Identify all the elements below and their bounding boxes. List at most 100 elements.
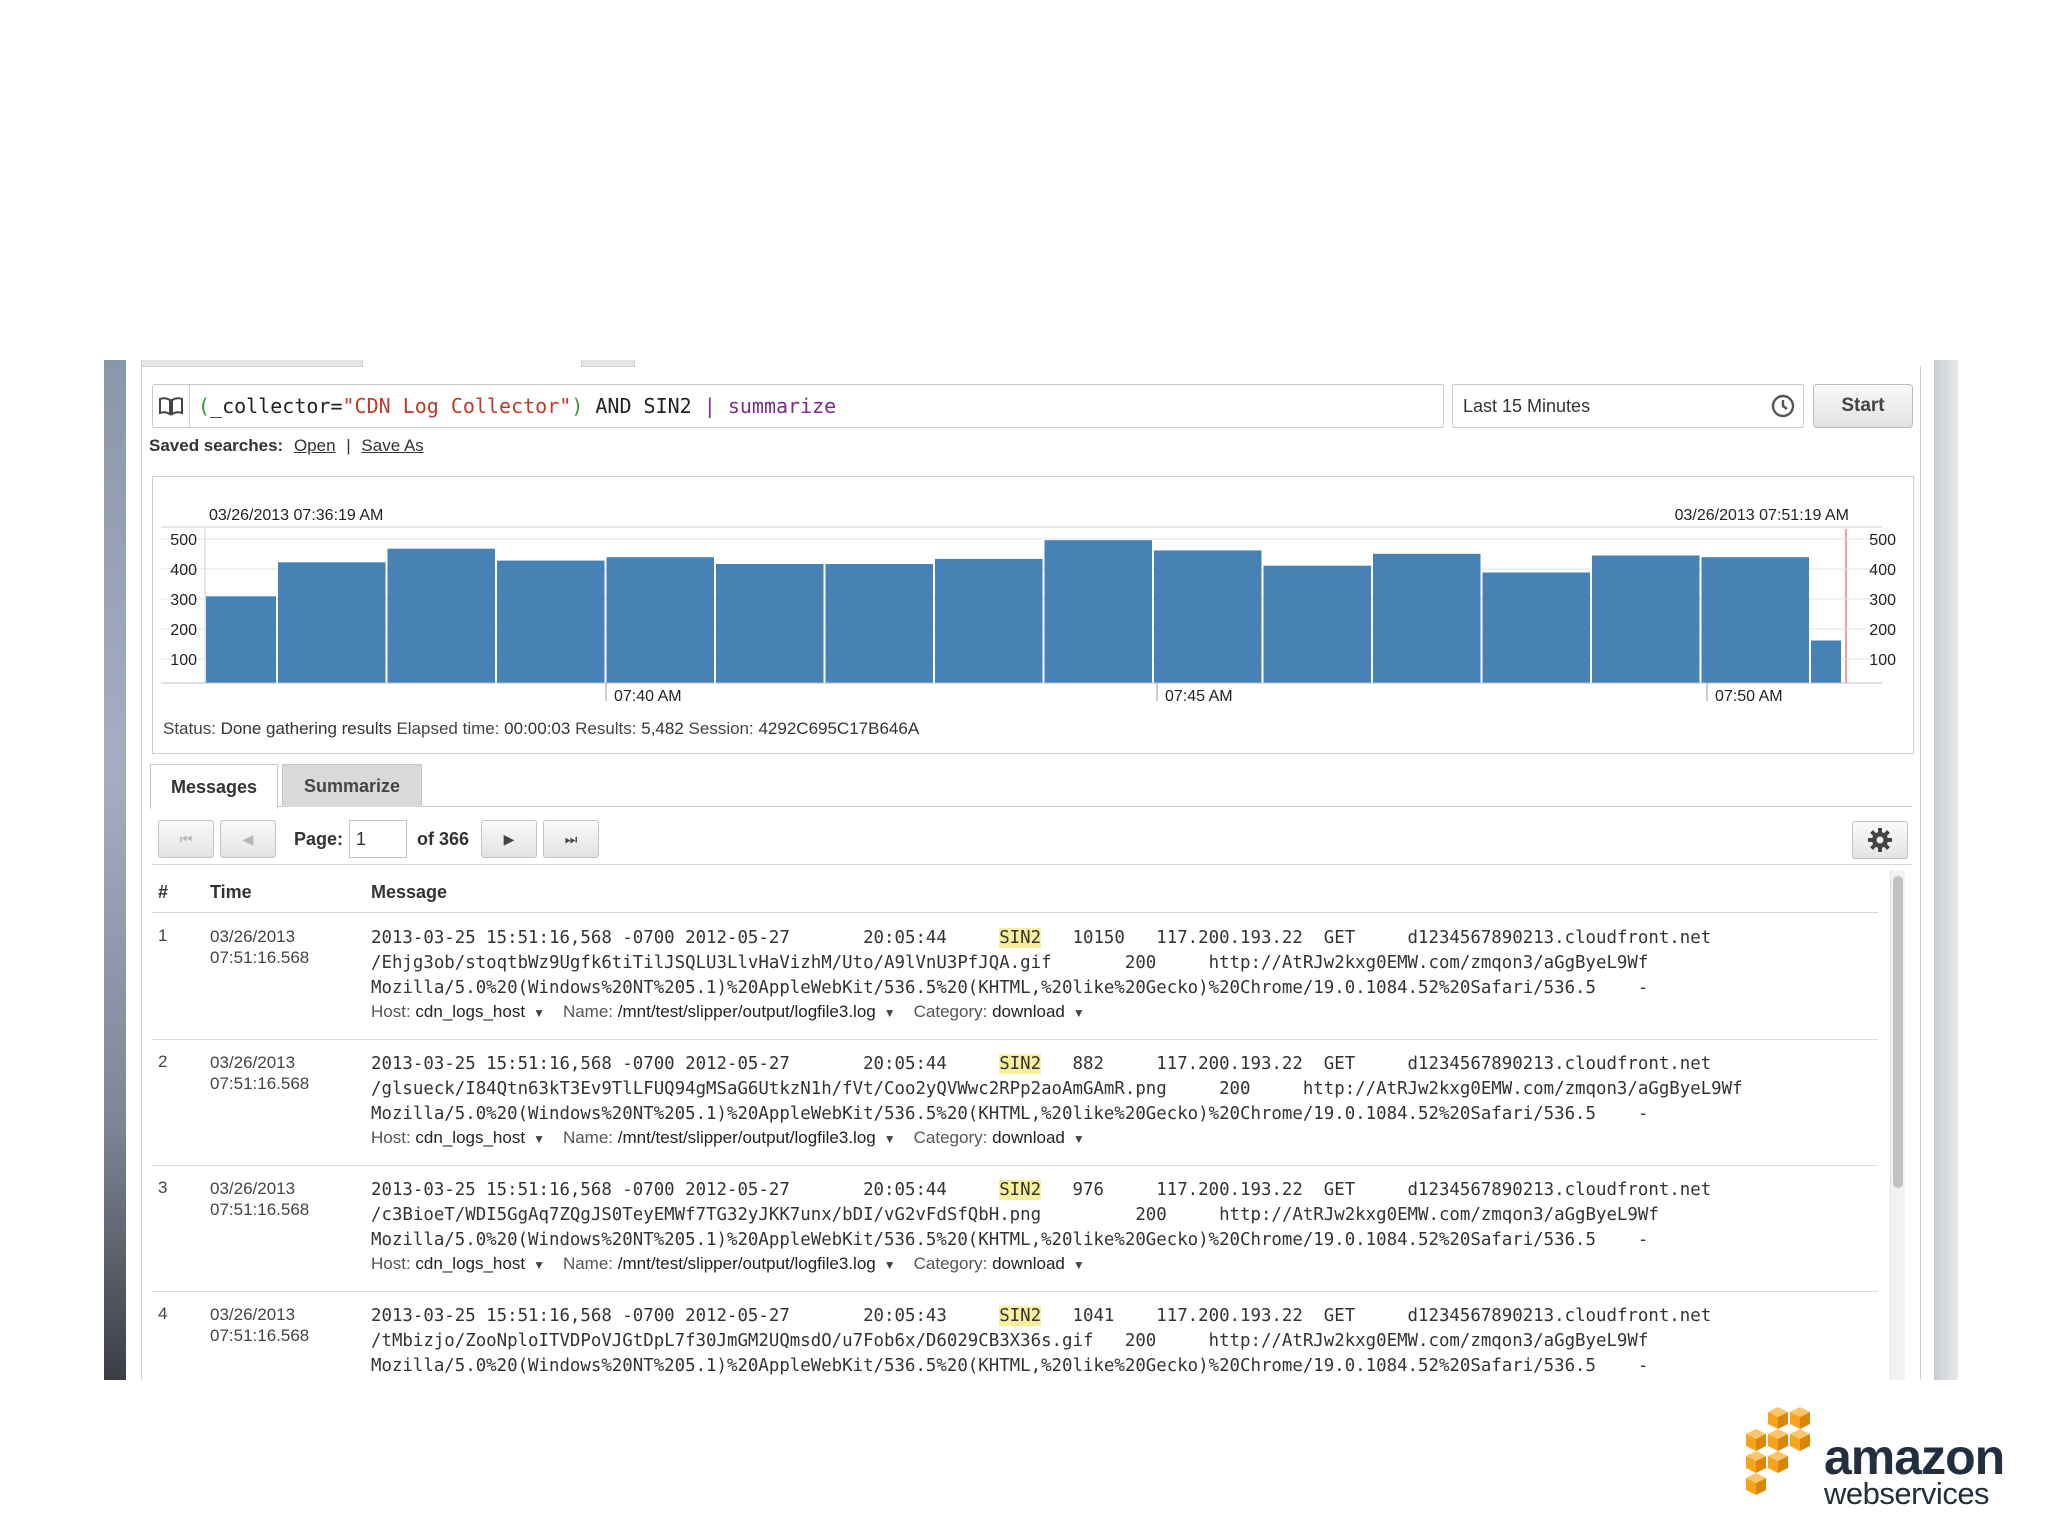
- message-line-1-end: 10150 117.200.193.22 GET d1234567890213.…: [1041, 928, 1712, 948]
- next-page-button[interactable]: ▶: [481, 820, 538, 858]
- row-number: 1: [158, 926, 168, 945]
- name-dropdown-icon[interactable]: ▼: [883, 1258, 896, 1272]
- clock-icon[interactable]: [1763, 393, 1803, 419]
- row-time: 03/26/2013 07:51:16.568: [210, 1052, 309, 1094]
- row-metadata: Host: cdn_logs_host ▼ Name: /mnt/test/slip…: [371, 1002, 1103, 1022]
- tab-bar-divider: [150, 806, 1912, 807]
- name-label: Name:: [562, 1254, 614, 1273]
- host-dropdown-icon[interactable]: ▼: [533, 1132, 545, 1146]
- category-dropdown-icon[interactable]: ▼: [1072, 1258, 1085, 1272]
- tab-summarize[interactable]: Summarize: [282, 764, 422, 807]
- table-header-divider: [152, 912, 1878, 913]
- histogram-bar: [1811, 640, 1841, 683]
- pagination-bar: ⏮ ◀ Page: 1 of 366 ▶ ⏭: [152, 814, 1912, 864]
- aws-cube: [1746, 1451, 1766, 1473]
- category-dropdown-icon[interactable]: ▼: [1072, 1006, 1085, 1020]
- row-time: 03/26/2013 07:51:16.568: [210, 1178, 309, 1220]
- desktop-background-left: [104, 360, 126, 1380]
- first-page-icon: ⏮: [179, 830, 193, 847]
- table-row[interactable]: 2 03/26/2013 07:51:16.568 2013-03-25 15:5…: [152, 1040, 1878, 1166]
- row-number: 2: [158, 1052, 168, 1071]
- time-range-value: Last 15 Minutes: [1463, 395, 1591, 416]
- aws-cube: [1768, 1451, 1788, 1473]
- start-button[interactable]: Start: [1813, 384, 1913, 428]
- category-label: Category:: [913, 1128, 988, 1147]
- top-tab-small[interactable]: [581, 360, 635, 367]
- histogram-bar: [1592, 555, 1700, 683]
- name-value[interactable]: /mnt/test/slipper/output/logfile3.log: [617, 1128, 876, 1147]
- histogram-bar: [1701, 557, 1809, 683]
- page-number-input[interactable]: 1: [349, 820, 408, 858]
- session-label: Session:: [688, 719, 754, 738]
- settings-button[interactable]: [1852, 821, 1908, 859]
- host-value[interactable]: cdn_logs_host: [415, 1128, 526, 1147]
- histogram-bar: [1482, 572, 1590, 683]
- search-term-highlight: SIN2: [999, 1306, 1042, 1326]
- row-clock-time: 07:51:16.568: [210, 1074, 310, 1093]
- y-tick-label-left: 100: [170, 652, 197, 669]
- prev-page-button[interactable]: ◀: [220, 820, 276, 858]
- column-header-number[interactable]: #: [158, 882, 169, 902]
- host-value[interactable]: cdn_logs_host: [415, 1002, 526, 1021]
- messages-scrollbar[interactable]: [1890, 870, 1905, 1380]
- host-dropdown-icon[interactable]: ▼: [533, 1006, 545, 1020]
- saved-search-open-link[interactable]: Open: [293, 436, 336, 455]
- message-line-1-start: 2013-03-25 15:51:16,568 -0700 2012-05-27…: [371, 1180, 1000, 1200]
- name-dropdown-icon[interactable]: ▼: [883, 1006, 896, 1020]
- aws-cubes-icon: [1746, 1407, 1810, 1495]
- name-label: Name:: [562, 1128, 614, 1147]
- last-page-button[interactable]: ⏭: [543, 820, 600, 858]
- histogram-chart[interactable]: 500 500 400 400 300 300 200 200 100 100 07:40 AM 07…: [153, 477, 1913, 707]
- y-tick-label-right: 300: [1869, 592, 1896, 609]
- row-message[interactable]: 2013-03-25 15:51:16,568 -0700 2012-05-27…: [371, 1052, 1743, 1127]
- histogram-bar: [1154, 550, 1262, 683]
- message-line-3: Mozilla/5.0%20(Windows%20NT%205.1)%20App…: [371, 978, 1649, 998]
- category-value[interactable]: download: [992, 1254, 1065, 1273]
- y-tick-label-left: 200: [170, 622, 197, 639]
- table-row[interactable]: 3 03/26/2013 07:51:16.568 2013-03-25 15:5…: [152, 1166, 1878, 1292]
- elapsed-label: Elapsed time:: [396, 719, 500, 738]
- session-value: 4292C695C17B646A: [758, 719, 920, 738]
- row-message[interactable]: 2013-03-25 15:51:16,568 -0700 2012-05-27…: [371, 926, 1711, 1001]
- x-tick-label: 07:50 AM: [1715, 688, 1783, 705]
- column-header-message[interactable]: Message: [371, 882, 448, 902]
- saved-searches-label: Saved searches:: [149, 436, 284, 455]
- first-page-button[interactable]: ⏮: [158, 820, 214, 858]
- category-label: Category:: [913, 1002, 988, 1021]
- next-page-icon: ▶: [503, 830, 515, 847]
- row-date: 03/26/2013: [210, 927, 296, 946]
- top-tab-left[interactable]: [141, 360, 363, 367]
- name-value[interactable]: /mnt/test/slipper/output/logfile3.log: [617, 1254, 876, 1273]
- saved-search-save-as-link[interactable]: Save As: [361, 436, 424, 455]
- column-header-time[interactable]: Time: [210, 882, 252, 902]
- library-book-icon[interactable]: [153, 385, 190, 427]
- results-label: Results:: [575, 719, 637, 738]
- tab-messages[interactable]: Messages: [150, 764, 278, 809]
- histogram-end-timestamp: 03/26/2013 07:51:19 AM: [1674, 507, 1849, 524]
- search-query-input[interactable]: (_collector="CDN Log Collector") AND SIN…: [152, 384, 1444, 428]
- message-line-3: Mozilla/5.0%20(Windows%20NT%205.1)%20App…: [371, 1230, 1649, 1250]
- histogram-bar: [1263, 565, 1371, 683]
- category-dropdown-icon[interactable]: ▼: [1072, 1132, 1085, 1146]
- message-line-1-start: 2013-03-25 15:51:16,568 -0700 2012-05-27…: [371, 928, 1000, 948]
- message-line-1-end: 882 117.200.193.22 GET d1234567890213.cl…: [1041, 1054, 1712, 1074]
- host-label: Host:: [371, 1254, 411, 1273]
- name-dropdown-icon[interactable]: ▼: [883, 1132, 896, 1146]
- scrollbar-thumb[interactable]: [1893, 876, 1903, 1188]
- name-value[interactable]: /mnt/test/slipper/output/logfile3.log: [617, 1002, 876, 1021]
- category-value[interactable]: download: [992, 1128, 1065, 1147]
- table-row[interactable]: 1 03/26/2013 07:51:16.568 2013-03-25 15:5…: [152, 914, 1878, 1040]
- query-paren-open: (: [198, 394, 211, 418]
- row-message[interactable]: 2013-03-25 15:51:16,568 -0700 2012-05-27…: [371, 1178, 1711, 1253]
- row-message[interactable]: 2013-03-25 15:51:16,568 -0700 2012-05-27…: [371, 1304, 1711, 1379]
- host-value[interactable]: cdn_logs_host: [415, 1254, 526, 1273]
- category-label: Category:: [913, 1254, 988, 1273]
- category-value[interactable]: download: [992, 1002, 1065, 1021]
- message-line-1-end: 976 117.200.193.22 GET d1234567890213.cl…: [1041, 1180, 1712, 1200]
- table-row[interactable]: 4 03/26/2013 07:51:16.568 2013-03-25 15:5…: [152, 1292, 1878, 1380]
- status-value: Done gathering results: [220, 719, 392, 738]
- y-tick-label-right: 100: [1869, 652, 1896, 669]
- time-range-field[interactable]: Last 15 Minutes: [1452, 384, 1804, 428]
- host-dropdown-icon[interactable]: ▼: [533, 1258, 545, 1272]
- y-tick-label-left: 300: [170, 592, 197, 609]
